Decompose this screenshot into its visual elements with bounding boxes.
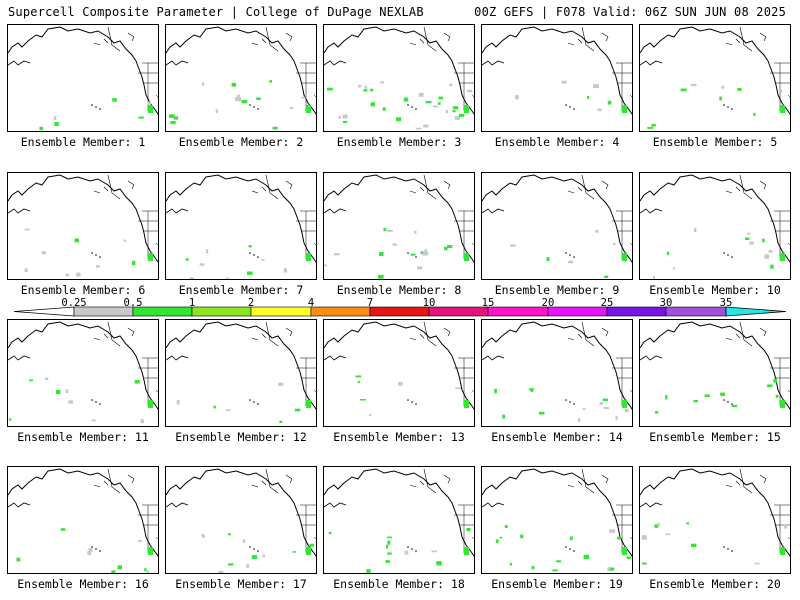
scale-tick-label: 30 [660, 297, 673, 309]
ensemble-member-map [7, 319, 159, 427]
scale-swatch [250, 306, 312, 317]
ensemble-member-label: Ensemble Member: 9 [494, 283, 620, 297]
ensemble-member-label: Ensemble Member: 10 [649, 283, 781, 297]
scale-swatch [310, 306, 371, 317]
scale-tick-label: 7 [367, 297, 373, 309]
ensemble-member-map [639, 466, 791, 574]
ensemble-member-map [165, 24, 317, 132]
basemap [324, 468, 474, 573]
ensemble-member-map [7, 172, 159, 280]
ensemble-member-map [165, 319, 317, 427]
basemap [640, 174, 790, 279]
scale-tick-label: 35 [720, 297, 733, 309]
ensemble-member-label: Ensemble Member: 17 [175, 577, 307, 591]
scale-tick-label: 20 [542, 297, 555, 309]
basemap [8, 26, 158, 131]
ensemble-member-map [639, 24, 791, 132]
color-scale-legend: 0.25 0.5 1 2 4 7 10 15 20 25 30 35 [13, 297, 787, 317]
scale-tick-label: 0.25 [61, 297, 86, 309]
ensemble-member-label: Ensemble Member: 3 [336, 135, 462, 149]
ensemble-member-label: Ensemble Member: 13 [333, 430, 465, 444]
scale-swatch [606, 306, 667, 317]
ensemble-member-map [323, 466, 475, 574]
basemap [640, 468, 790, 565]
basemap [324, 174, 474, 279]
basemap [8, 174, 158, 277]
ensemble-member-label: Ensemble Member: 1 [20, 135, 146, 149]
basemap [324, 321, 474, 417]
ensemble-member-label: Ensemble Member: 20 [649, 577, 781, 591]
basemap [8, 468, 158, 573]
scale-max-arrow [725, 306, 787, 317]
ensemble-member-label: Ensemble Member: 8 [336, 283, 462, 297]
ensemble-member-label: Ensemble Member: 4 [494, 135, 620, 149]
basemap [324, 26, 474, 130]
basemap [482, 321, 632, 422]
ensemble-member-label: Ensemble Member: 19 [491, 577, 623, 591]
ensemble-member-map [7, 466, 159, 574]
scale-swatch [547, 306, 608, 317]
ensemble-member-map [481, 172, 633, 280]
ensemble-member-label: Ensemble Member: 5 [652, 135, 778, 149]
scale-swatch [428, 306, 489, 317]
scale-swatch [191, 306, 252, 317]
ensemble-member-map [639, 319, 791, 427]
scale-tick-label: 1 [189, 297, 195, 309]
ensemble-member-label: Ensemble Member: 12 [175, 430, 307, 444]
basemap [482, 26, 632, 115]
scale-swatch [665, 306, 727, 317]
basemap [640, 26, 790, 129]
scale-tick-label: 0.5 [124, 297, 143, 309]
ensemble-member-label: Ensemble Member: 18 [333, 577, 465, 591]
scale-tick-label: 2 [248, 297, 254, 309]
scale-tick-label: 15 [482, 297, 495, 309]
map-title: Supercell Composite Parameter | College … [8, 5, 424, 19]
basemap [482, 174, 632, 278]
scale-tick-label: 25 [601, 297, 614, 309]
ensemble-member-label: Ensemble Member: 2 [178, 135, 304, 149]
ensemble-member-label: Ensemble Member: 14 [491, 430, 623, 444]
ensemble-member-label: Ensemble Member: 16 [17, 577, 149, 591]
ensemble-member-map [481, 466, 633, 574]
ensemble-member-label: Ensemble Member: 15 [649, 430, 781, 444]
ensemble-member-label: Ensemble Member: 11 [17, 430, 149, 444]
scale-swatch [369, 306, 430, 317]
ensemble-member-map [323, 24, 475, 132]
scale-tick-label: 10 [423, 297, 436, 309]
ensemble-member-label: Ensemble Member: 7 [178, 283, 304, 297]
basemap [640, 321, 790, 414]
ensemble-member-map [165, 466, 317, 574]
ensemble-member-map [481, 24, 633, 132]
ensemble-member-map [165, 172, 317, 280]
basemap [166, 174, 316, 279]
ensemble-member-map [639, 172, 791, 280]
ensemble-member-map [7, 24, 159, 132]
basemap [166, 468, 316, 573]
ensemble-member-map [323, 172, 475, 280]
scale-swatch [487, 306, 549, 317]
basemap [482, 468, 632, 572]
basemap [8, 321, 158, 424]
ensemble-member-map [481, 319, 633, 427]
scale-tick-label: 4 [308, 297, 314, 309]
basemap [166, 26, 316, 130]
ensemble-member-map [323, 319, 475, 427]
ensemble-member-label: Ensemble Member: 6 [20, 283, 146, 297]
run-valid-time: 00Z GEFS | F078 Valid: 06Z SUN JUN 08 20… [474, 5, 786, 19]
basemap [166, 321, 316, 424]
